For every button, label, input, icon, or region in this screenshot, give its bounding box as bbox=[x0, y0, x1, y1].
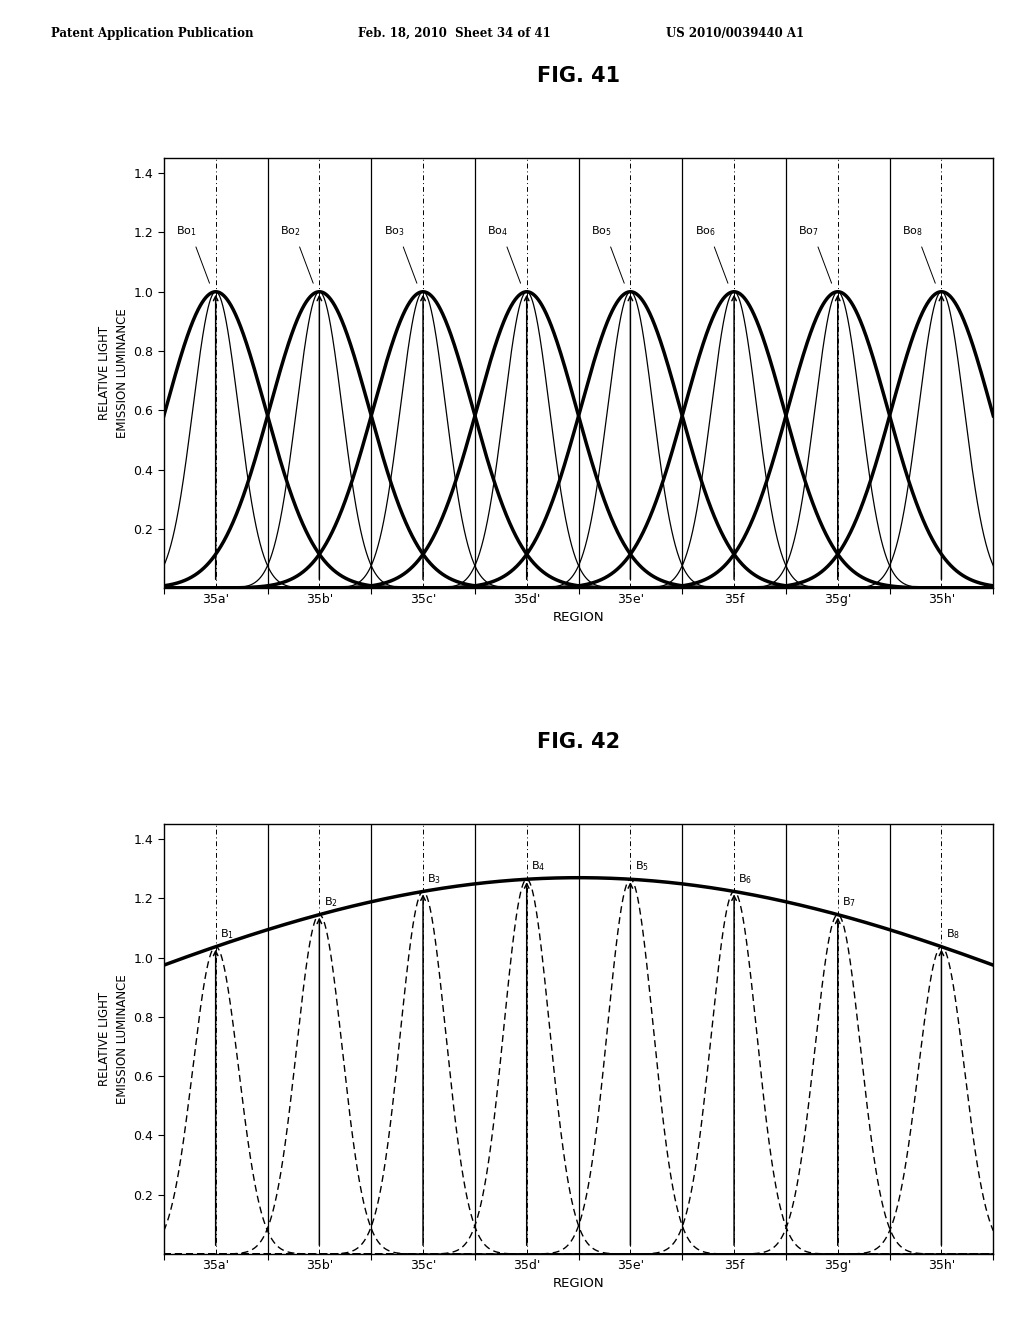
Text: $\mathrm{Bo_{4}}$: $\mathrm{Bo_{4}}$ bbox=[487, 224, 508, 239]
X-axis label: REGION: REGION bbox=[553, 611, 604, 624]
Text: $\mathrm{Bo_{6}}$: $\mathrm{Bo_{6}}$ bbox=[694, 224, 716, 239]
Text: US 2010/0039440 A1: US 2010/0039440 A1 bbox=[666, 26, 804, 40]
Text: $\mathrm{Bo_{3}}$: $\mathrm{Bo_{3}}$ bbox=[384, 224, 404, 239]
Text: $\mathrm{Bo_{5}}$: $\mathrm{Bo_{5}}$ bbox=[591, 224, 611, 239]
Text: $\mathrm{B_{5}}$: $\mathrm{B_{5}}$ bbox=[635, 859, 648, 874]
Text: $\mathrm{B_{7}}$: $\mathrm{B_{7}}$ bbox=[842, 895, 856, 908]
Y-axis label: RELATIVE LIGHT
EMISSION LUMINANCE: RELATIVE LIGHT EMISSION LUMINANCE bbox=[98, 309, 129, 438]
Text: FIG. 42: FIG. 42 bbox=[537, 731, 621, 752]
Text: $\mathrm{B_{8}}$: $\mathrm{B_{8}}$ bbox=[945, 927, 959, 941]
Text: $\mathrm{B_{4}}$: $\mathrm{B_{4}}$ bbox=[530, 859, 545, 874]
Text: Feb. 18, 2010  Sheet 34 of 41: Feb. 18, 2010 Sheet 34 of 41 bbox=[358, 26, 551, 40]
Text: Patent Application Publication: Patent Application Publication bbox=[51, 26, 254, 40]
Text: $\mathrm{B_{3}}$: $\mathrm{B_{3}}$ bbox=[427, 871, 441, 886]
Text: FIG. 41: FIG. 41 bbox=[537, 66, 621, 86]
Text: $\mathrm{Bo_{1}}$: $\mathrm{Bo_{1}}$ bbox=[176, 224, 197, 239]
Text: $\mathrm{B_{2}}$: $\mathrm{B_{2}}$ bbox=[324, 895, 337, 908]
X-axis label: REGION: REGION bbox=[553, 1278, 604, 1290]
Text: $\mathrm{Bo_{8}}$: $\mathrm{Bo_{8}}$ bbox=[902, 224, 923, 239]
Text: $\mathrm{B_{6}}$: $\mathrm{B_{6}}$ bbox=[738, 871, 753, 886]
Text: $\mathrm{Bo_{7}}$: $\mathrm{Bo_{7}}$ bbox=[799, 224, 819, 239]
Y-axis label: RELATIVE LIGHT
EMISSION LUMINANCE: RELATIVE LIGHT EMISSION LUMINANCE bbox=[98, 974, 129, 1104]
Text: $\mathrm{Bo_{2}}$: $\mathrm{Bo_{2}}$ bbox=[280, 224, 301, 239]
Text: $\mathrm{B_{1}}$: $\mathrm{B_{1}}$ bbox=[220, 927, 233, 941]
